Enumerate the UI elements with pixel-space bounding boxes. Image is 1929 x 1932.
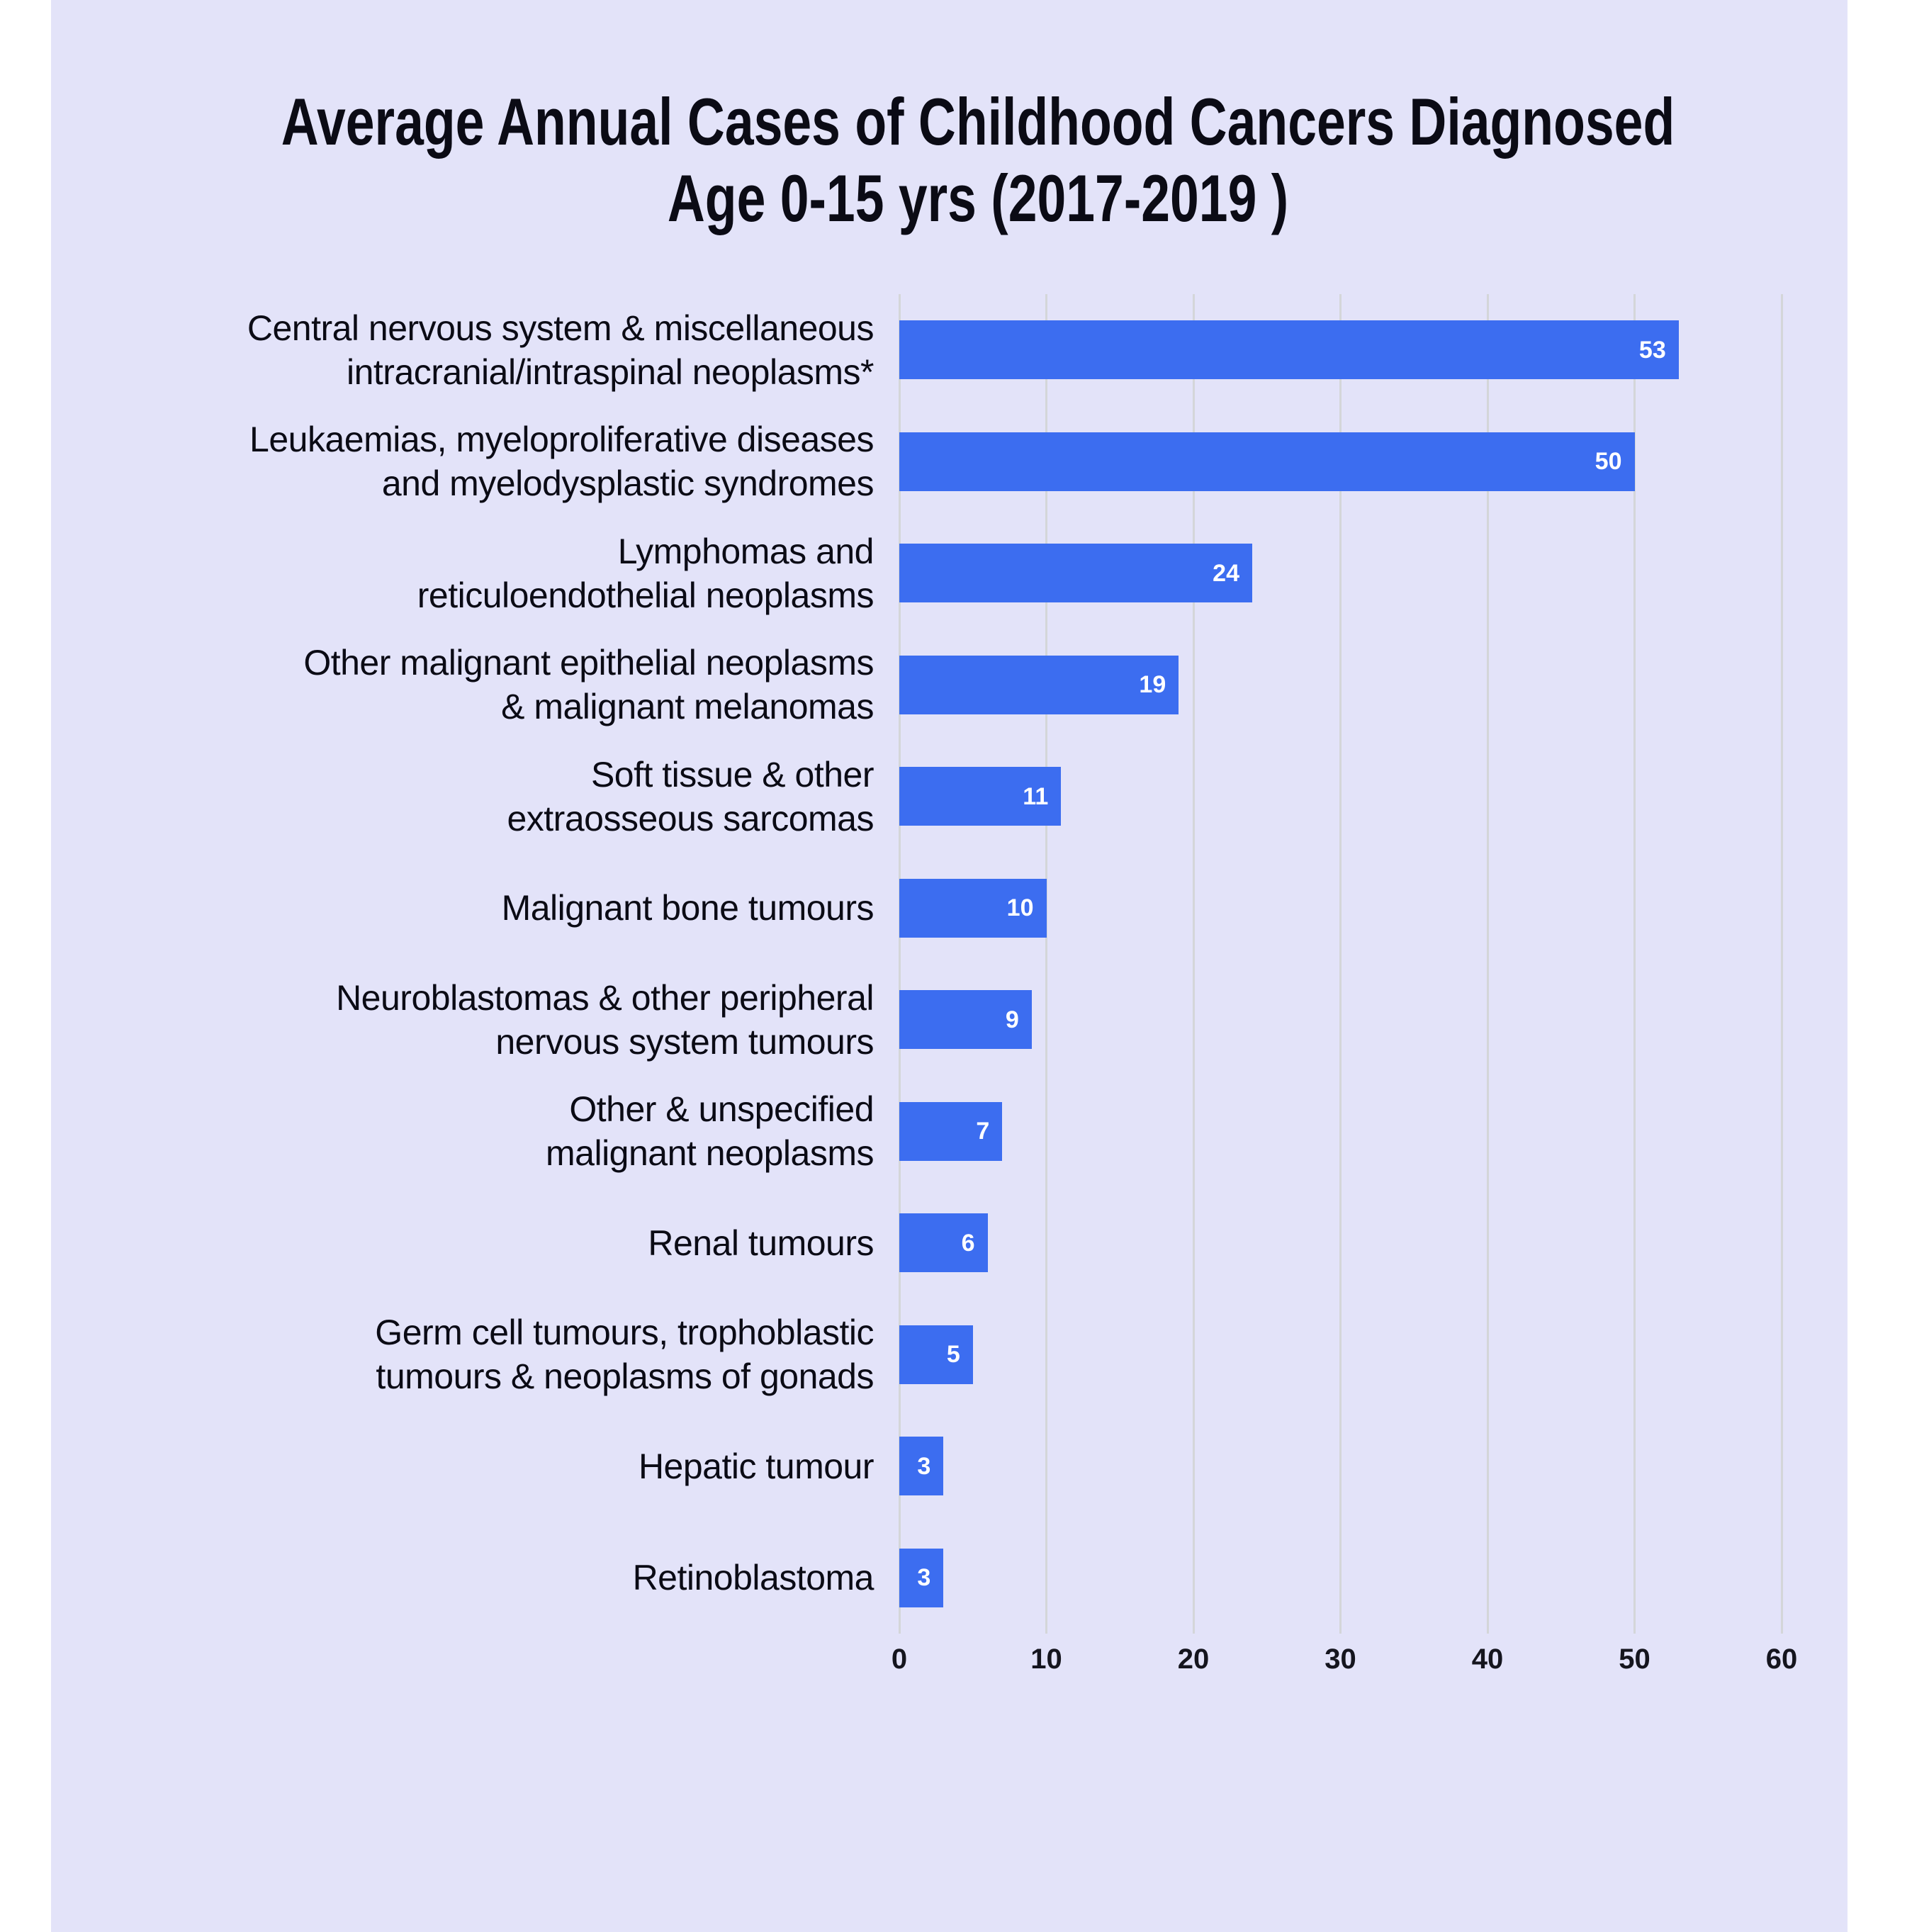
- x-axis-tick-label: 30: [1325, 1644, 1356, 1675]
- x-axis-tick-label: 0: [891, 1644, 908, 1675]
- bar[interactable]: 3: [899, 1548, 944, 1607]
- category-label: Other & unspecified malignant neoplasms: [546, 1089, 874, 1174]
- bar[interactable]: 5: [899, 1325, 973, 1384]
- gridline: [1633, 294, 1636, 1634]
- gridline: [1780, 294, 1783, 1634]
- category-label: Leukaemias, myeloproliferative diseases …: [249, 420, 874, 504]
- x-axis-tick-label: 20: [1177, 1644, 1210, 1675]
- bar[interactable]: 7: [899, 1101, 1003, 1161]
- bar[interactable]: 24: [899, 544, 1252, 603]
- bar[interactable]: 50: [899, 432, 1635, 491]
- bar-value-label: 50: [1595, 448, 1622, 476]
- x-axis-tick-label: 10: [1030, 1644, 1062, 1675]
- category-label: Renal tumours: [648, 1223, 874, 1263]
- bar[interactable]: 3: [899, 1437, 944, 1496]
- chart-title-line-2: Age 0-15 yrs (2017-2019 ): [667, 161, 1289, 235]
- x-axis-tick-label: 40: [1471, 1644, 1504, 1675]
- category-label: Neuroblastomas & other peripheral nervou…: [336, 977, 874, 1062]
- bar-value-label: 3: [917, 1452, 931, 1480]
- category-label: Malignant bone tumours: [501, 888, 874, 928]
- category-label: Lymphomas and reticuloendothelial neopla…: [417, 531, 874, 615]
- bar-value-label: 7: [976, 1118, 990, 1145]
- category-label: Germ cell tumours, trophoblastic tumours…: [375, 1313, 874, 1397]
- bar-value-label: 19: [1139, 671, 1166, 699]
- x-axis-tick-label: 60: [1765, 1644, 1798, 1675]
- chart-title: Average Annual Cases of Childhood Cancer…: [271, 84, 1686, 237]
- x-axis-tick-label: 50: [1619, 1644, 1650, 1675]
- bar-value-label: 5: [946, 1341, 960, 1369]
- bar[interactable]: 11: [899, 767, 1062, 826]
- bar-value-label: 3: [917, 1564, 931, 1592]
- chart-title-line-1: Average Annual Cases of Childhood Cancer…: [281, 84, 1675, 159]
- gridline: [1486, 294, 1489, 1634]
- bar-value-label: 9: [1005, 1006, 1019, 1033]
- bar-value-label: 24: [1213, 559, 1239, 587]
- category-label: Hepatic tumour: [638, 1446, 874, 1486]
- bar[interactable]: 6: [899, 1213, 988, 1273]
- gridline: [1339, 294, 1342, 1634]
- gridline: [1192, 294, 1195, 1634]
- bar-value-label: 6: [961, 1229, 975, 1257]
- category-label: Central nervous system & miscellaneous i…: [247, 308, 874, 392]
- bar[interactable]: 9: [899, 990, 1032, 1050]
- bar-value-label: 10: [1006, 894, 1034, 922]
- bar-value-label: 53: [1638, 336, 1666, 364]
- bar-value-label: 11: [1023, 782, 1049, 810]
- category-label: Other malignant epithelial neoplasms & m…: [303, 643, 874, 727]
- category-label: Soft tissue & other extraosseous sarcoma…: [507, 754, 874, 838]
- bar[interactable]: 53: [899, 320, 1679, 380]
- bar[interactable]: 19: [899, 655, 1179, 714]
- gridline: [1045, 294, 1047, 1634]
- bar[interactable]: 10: [899, 878, 1047, 938]
- category-label: Retinoblastoma: [632, 1558, 874, 1598]
- gridline: [898, 294, 901, 1634]
